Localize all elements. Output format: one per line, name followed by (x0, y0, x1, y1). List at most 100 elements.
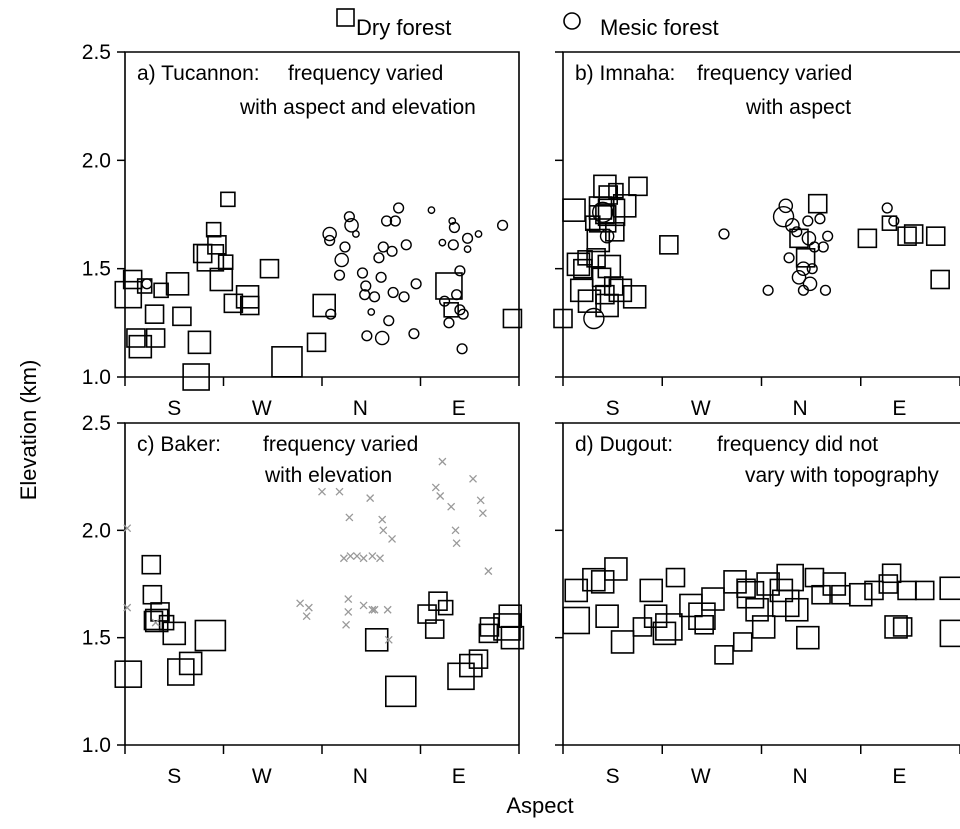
circle-point (438, 295, 451, 307)
x-tick-label: N (793, 397, 808, 420)
x-tick-label: N (793, 765, 808, 788)
square-point (628, 176, 648, 197)
x-axis-title: Aspect (506, 793, 573, 818)
circle-point (881, 202, 893, 214)
panel-d: S W N Ed) Dugout: frequency did not vary with… (555, 422, 960, 788)
circle-point (806, 263, 818, 275)
square-point (586, 248, 606, 268)
square-point (665, 567, 686, 588)
cross-point (368, 605, 377, 614)
square-point (577, 289, 602, 313)
cross-point (345, 513, 354, 522)
square-point (384, 675, 417, 708)
square-point (610, 630, 635, 654)
square-point (796, 625, 820, 650)
square-point (655, 613, 683, 641)
square-point (443, 302, 459, 318)
cross-point (383, 605, 392, 614)
cross-point (339, 554, 348, 563)
circle-point (463, 245, 472, 254)
circle-point (333, 269, 346, 281)
square-point (187, 330, 212, 355)
square-point (459, 653, 483, 678)
square-point (795, 248, 816, 268)
cross-point (296, 599, 305, 608)
cross-point (304, 603, 313, 612)
square-point (751, 615, 776, 639)
cross-point (484, 567, 493, 576)
square-point (114, 280, 143, 309)
square-point (553, 308, 573, 329)
square-point (498, 604, 523, 629)
square-point (142, 584, 163, 605)
square-point (903, 224, 924, 244)
x-tick-label: E (892, 397, 906, 420)
panel-title-site: a) Tucannon: (137, 62, 260, 85)
circle-point (474, 230, 483, 238)
circle-point (374, 330, 390, 346)
panel-title-site: b) Imnaha: (575, 62, 675, 85)
panel-title-line1: frequency varied (263, 433, 418, 456)
cross-point (469, 474, 477, 483)
square-point (679, 593, 703, 618)
cross-point (335, 487, 344, 496)
circle-point (822, 230, 834, 242)
cross-point (123, 524, 132, 533)
y-tick-label: 1.5 (82, 258, 111, 281)
square-point (701, 587, 725, 611)
square-point (437, 599, 454, 616)
square-point (502, 308, 523, 329)
cross-point (438, 457, 447, 466)
square-point (659, 235, 679, 255)
panel-b: S W N Eb) Imnaha: frequency varied with aspec… (553, 51, 960, 420)
panel-title-line2: with aspect and elevation (239, 96, 476, 119)
square-point (562, 606, 591, 635)
circle-point (783, 252, 795, 264)
square-point (417, 604, 437, 624)
circle-point (387, 286, 399, 299)
square-point (217, 254, 234, 270)
panel-title-site: c) Baker: (137, 433, 221, 456)
square-point (172, 306, 192, 327)
cross-point (378, 515, 387, 524)
cross-point (476, 496, 485, 505)
cross-point (353, 552, 361, 561)
circle-point (599, 228, 615, 244)
square-point (939, 619, 960, 648)
square-point (756, 572, 780, 596)
square-point (789, 228, 809, 249)
y-tick-label: 2.5 (82, 41, 111, 64)
square-point (595, 293, 619, 318)
square-point (205, 221, 222, 238)
cross-point (151, 618, 160, 627)
square-point (881, 563, 902, 584)
circle-point (393, 202, 405, 214)
square-point (897, 226, 917, 246)
cross-point (452, 539, 461, 548)
y-tick-label: 1.0 (82, 734, 111, 757)
circle-point (377, 241, 389, 253)
x-tick-label: W (252, 765, 272, 788)
square-point (478, 623, 499, 644)
square-point (145, 328, 166, 348)
x-tick-label: E (452, 397, 466, 420)
circle-point (386, 245, 398, 257)
legend-dry-label: Dry forest (356, 15, 451, 40)
y-tick-label: 2.0 (82, 149, 111, 172)
x-tick-label: E (452, 765, 466, 788)
square-point (479, 617, 500, 637)
square-point (165, 272, 190, 296)
legend-mesic-label: Mesic forest (600, 15, 719, 40)
circle-point (819, 284, 832, 296)
panel-a: 1.0 1.5 2.0 2.5 S W N Ea) Tucannon: frequency va… (82, 41, 523, 420)
circle-point (339, 241, 351, 253)
square-point (468, 649, 489, 669)
circle-point (443, 317, 455, 329)
square-point (881, 215, 898, 231)
cross-point (431, 483, 440, 492)
circle-point (448, 221, 461, 234)
x-tick-label: W (252, 397, 272, 420)
square-point (603, 276, 624, 296)
circle-point (334, 252, 350, 268)
